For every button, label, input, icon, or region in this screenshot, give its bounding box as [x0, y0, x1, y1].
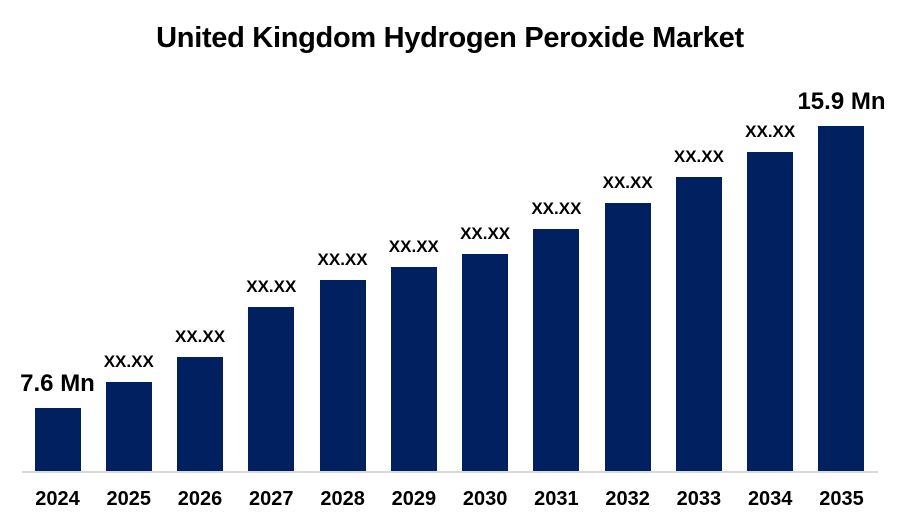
x-tick-label: 2025: [106, 488, 152, 510]
bar-value-label: XX.XX: [388, 237, 439, 256]
bar-2032: [604, 203, 651, 471]
bar-group-2025: XX.XX 2025: [94, 0, 164, 525]
bar-group-2035: 15.9 Mn 2035: [797, 0, 885, 525]
chart-title: United Kingdom Hydrogen Peroxide Market: [156, 22, 744, 54]
x-axis-line: [22, 471, 878, 473]
bar-value-label: XX.XX: [460, 224, 511, 243]
bar-2034: [747, 152, 794, 471]
bar-group-2028: XX.XX 2028: [308, 0, 378, 525]
x-tick-label: 2027: [249, 488, 294, 510]
bar-group-2024: 7.6 Mn 2024: [20, 0, 95, 525]
x-tick-label: 2024: [35, 488, 80, 510]
bar-value-label: XX.XX: [246, 277, 297, 296]
bar-2031: [533, 229, 580, 471]
bar-2024: [34, 408, 81, 471]
bar-2029: [390, 267, 437, 471]
bar-group-2029: XX.XX 2029: [379, 0, 449, 525]
bar-2025: [105, 382, 152, 471]
bar-value-label: XX.XX: [317, 250, 368, 269]
x-tick-label: 2028: [320, 488, 365, 510]
bar-value-label: XX.XX: [673, 147, 724, 166]
bar-2030: [462, 254, 509, 471]
bar-2033: [675, 177, 722, 471]
bar-group-2027: XX.XX 2027: [236, 0, 306, 525]
bar-group-2034: XX.XX 2034: [735, 0, 805, 525]
bar-group-2031: XX.XX 2031: [521, 0, 591, 525]
bar-2028: [319, 280, 366, 471]
x-tick-label: 2035: [819, 488, 864, 510]
x-tick-label: 2026: [177, 488, 223, 510]
x-tick-label: 2034: [747, 488, 793, 510]
bar-2027: [248, 307, 295, 471]
x-tick-label: 2029: [391, 488, 437, 510]
x-tick-label: 2031: [534, 488, 579, 510]
bar-value-label: 7.6 Mn: [20, 370, 95, 397]
x-tick-label: 2032: [605, 488, 650, 510]
x-tick-label: 2030: [462, 488, 508, 510]
bar-group-2032: XX.XX 2032: [593, 0, 663, 525]
bar-value-label: XX.XX: [174, 327, 226, 346]
bar-value-label: XX.XX: [531, 199, 582, 218]
bar-group-2033: XX.XX 2033: [664, 0, 734, 525]
bar-value-label: XX.XX: [745, 122, 796, 141]
bar-value-label: XX.XX: [602, 173, 653, 192]
bar-value-label: 15.9 Mn: [797, 88, 886, 115]
bar-group-2030: XX.XX 2030: [450, 0, 520, 525]
bar-2035: [818, 126, 865, 471]
bar-2026: [177, 357, 224, 471]
x-tick-label: 2033: [676, 488, 722, 510]
bar-group-2026: XX.XX 2026: [165, 0, 235, 525]
bar-value-label: XX.XX: [103, 352, 154, 371]
